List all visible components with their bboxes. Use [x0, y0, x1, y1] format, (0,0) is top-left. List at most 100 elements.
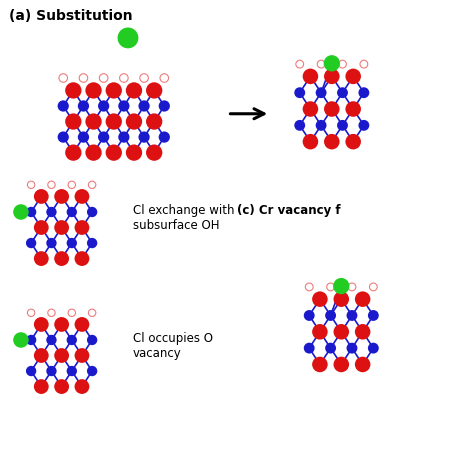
- Circle shape: [316, 120, 327, 131]
- Circle shape: [54, 189, 69, 204]
- Circle shape: [333, 278, 349, 294]
- Circle shape: [337, 87, 348, 98]
- Circle shape: [106, 145, 122, 161]
- Circle shape: [324, 101, 339, 117]
- Circle shape: [294, 120, 305, 131]
- Circle shape: [106, 113, 122, 130]
- Circle shape: [334, 356, 349, 372]
- Circle shape: [34, 379, 49, 394]
- Circle shape: [126, 145, 142, 161]
- Circle shape: [303, 69, 318, 84]
- Circle shape: [126, 82, 142, 99]
- Circle shape: [368, 310, 379, 321]
- Circle shape: [87, 366, 97, 376]
- Circle shape: [67, 207, 77, 217]
- Circle shape: [312, 356, 328, 372]
- Circle shape: [126, 113, 142, 130]
- Circle shape: [58, 100, 69, 111]
- Circle shape: [34, 348, 49, 363]
- Circle shape: [78, 131, 89, 143]
- Circle shape: [358, 120, 369, 131]
- Circle shape: [54, 220, 69, 235]
- Circle shape: [106, 82, 122, 99]
- Circle shape: [325, 343, 336, 354]
- Circle shape: [34, 189, 49, 204]
- Circle shape: [34, 251, 49, 266]
- Circle shape: [146, 82, 162, 99]
- Circle shape: [85, 82, 102, 99]
- Circle shape: [65, 82, 82, 99]
- Text: (c) Cr vacancy f: (c) Cr vacancy f: [237, 204, 341, 217]
- Circle shape: [346, 343, 357, 354]
- Text: (a) Substitution: (a) Substitution: [9, 9, 133, 24]
- Circle shape: [74, 251, 89, 266]
- Circle shape: [303, 134, 318, 149]
- Circle shape: [303, 101, 318, 117]
- Circle shape: [355, 292, 370, 307]
- Circle shape: [368, 343, 379, 354]
- Circle shape: [346, 69, 361, 84]
- Circle shape: [146, 145, 162, 161]
- Circle shape: [346, 134, 361, 149]
- Circle shape: [26, 366, 36, 376]
- Circle shape: [26, 238, 36, 248]
- Circle shape: [118, 27, 138, 48]
- Circle shape: [316, 87, 327, 98]
- Circle shape: [74, 189, 89, 204]
- Circle shape: [85, 113, 102, 130]
- Circle shape: [355, 356, 370, 372]
- Circle shape: [324, 69, 339, 84]
- Circle shape: [324, 134, 339, 149]
- Circle shape: [304, 343, 315, 354]
- Circle shape: [159, 131, 170, 143]
- Circle shape: [46, 335, 56, 345]
- Circle shape: [54, 379, 69, 394]
- Circle shape: [74, 348, 89, 363]
- Circle shape: [87, 238, 97, 248]
- Circle shape: [13, 332, 29, 348]
- Circle shape: [26, 335, 36, 345]
- Circle shape: [54, 251, 69, 266]
- Circle shape: [118, 131, 129, 143]
- Circle shape: [34, 220, 49, 235]
- Circle shape: [87, 335, 97, 345]
- Circle shape: [98, 100, 109, 111]
- Circle shape: [346, 310, 357, 321]
- Circle shape: [78, 100, 89, 111]
- Circle shape: [355, 324, 370, 339]
- Circle shape: [98, 131, 109, 143]
- Circle shape: [325, 310, 336, 321]
- Circle shape: [85, 145, 102, 161]
- Circle shape: [74, 379, 89, 394]
- Circle shape: [54, 317, 69, 332]
- Circle shape: [46, 238, 56, 248]
- Circle shape: [46, 207, 56, 217]
- Text: Cl exchange with
subsurface OH: Cl exchange with subsurface OH: [133, 204, 234, 232]
- Circle shape: [312, 292, 328, 307]
- Circle shape: [138, 131, 150, 143]
- Circle shape: [74, 317, 89, 332]
- Circle shape: [87, 207, 97, 217]
- Circle shape: [54, 348, 69, 363]
- Circle shape: [34, 317, 49, 332]
- Circle shape: [67, 238, 77, 248]
- Circle shape: [26, 207, 36, 217]
- Circle shape: [312, 324, 328, 339]
- Circle shape: [46, 366, 56, 376]
- Circle shape: [334, 292, 349, 307]
- Circle shape: [294, 87, 305, 98]
- Circle shape: [65, 113, 82, 130]
- Circle shape: [67, 335, 77, 345]
- Text: Cl occupies O
vacancy: Cl occupies O vacancy: [133, 332, 213, 360]
- Circle shape: [58, 131, 69, 143]
- Circle shape: [346, 101, 361, 117]
- Circle shape: [118, 100, 129, 111]
- Circle shape: [159, 100, 170, 111]
- Circle shape: [67, 366, 77, 376]
- Circle shape: [138, 100, 150, 111]
- Circle shape: [13, 204, 29, 220]
- Circle shape: [74, 220, 89, 235]
- Circle shape: [324, 55, 340, 72]
- Circle shape: [146, 113, 162, 130]
- Circle shape: [358, 87, 369, 98]
